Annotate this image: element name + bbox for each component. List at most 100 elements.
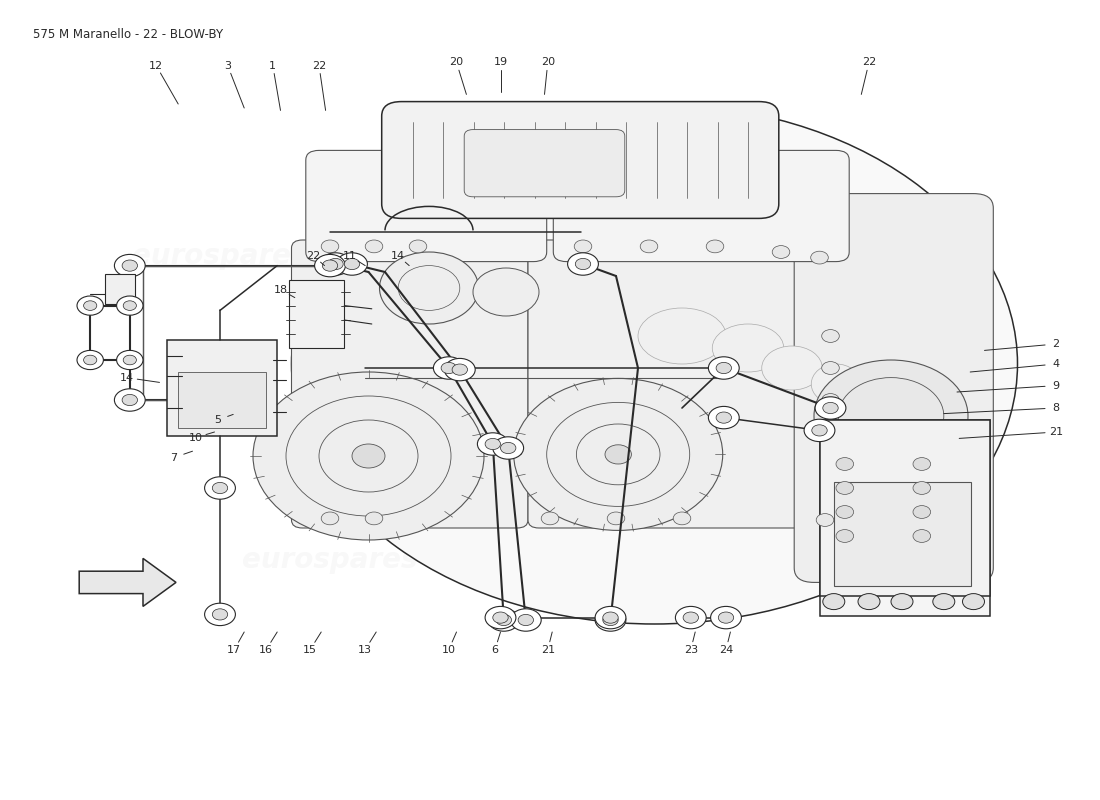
Circle shape (433, 357, 464, 379)
Circle shape (603, 612, 618, 623)
Circle shape (444, 358, 475, 381)
Text: 575 M Maranello - 22 - BLOW-BY: 575 M Maranello - 22 - BLOW-BY (33, 28, 223, 41)
FancyBboxPatch shape (382, 102, 779, 218)
Circle shape (205, 477, 235, 499)
Circle shape (452, 364, 468, 375)
Text: 20: 20 (541, 58, 554, 67)
Text: 9: 9 (1053, 381, 1059, 390)
FancyBboxPatch shape (292, 240, 528, 528)
Circle shape (814, 360, 968, 472)
Text: eurospares: eurospares (572, 370, 748, 398)
Circle shape (716, 412, 732, 423)
Circle shape (352, 444, 385, 468)
Circle shape (77, 350, 103, 370)
Circle shape (473, 268, 539, 316)
Text: 2: 2 (1053, 339, 1059, 349)
Circle shape (675, 606, 706, 629)
Circle shape (858, 594, 880, 610)
Text: 6: 6 (492, 645, 498, 654)
Circle shape (836, 482, 854, 494)
Circle shape (493, 612, 508, 623)
Circle shape (493, 437, 524, 459)
Text: 1: 1 (270, 61, 276, 70)
Circle shape (122, 394, 138, 406)
Circle shape (913, 530, 931, 542)
Circle shape (337, 253, 367, 275)
Circle shape (500, 442, 516, 454)
Circle shape (518, 614, 534, 626)
Circle shape (321, 512, 339, 525)
Circle shape (123, 355, 136, 365)
Ellipse shape (713, 324, 783, 372)
Circle shape (913, 506, 931, 518)
Circle shape (823, 402, 838, 414)
Circle shape (849, 514, 867, 526)
Ellipse shape (761, 346, 823, 390)
Circle shape (441, 362, 456, 374)
Circle shape (711, 606, 741, 629)
Circle shape (673, 512, 691, 525)
FancyBboxPatch shape (553, 150, 849, 262)
Circle shape (496, 614, 512, 626)
Circle shape (822, 394, 839, 406)
Circle shape (365, 512, 383, 525)
Circle shape (891, 594, 913, 610)
Text: 5: 5 (214, 415, 221, 425)
Circle shape (365, 240, 383, 253)
Circle shape (933, 594, 955, 610)
Text: eurospares: eurospares (242, 546, 418, 574)
FancyBboxPatch shape (104, 274, 135, 304)
Circle shape (836, 506, 854, 518)
Text: 15: 15 (304, 645, 317, 654)
Text: 3: 3 (224, 61, 231, 70)
Text: eurospares: eurospares (132, 242, 308, 270)
Circle shape (328, 258, 343, 270)
Circle shape (488, 609, 519, 631)
Text: 19: 19 (494, 58, 507, 67)
Circle shape (913, 482, 931, 494)
Circle shape (114, 389, 145, 411)
FancyBboxPatch shape (794, 194, 993, 582)
Circle shape (706, 240, 724, 253)
Circle shape (575, 258, 591, 270)
Circle shape (772, 246, 790, 258)
Circle shape (607, 512, 625, 525)
FancyBboxPatch shape (464, 130, 625, 197)
Circle shape (253, 372, 484, 540)
Circle shape (320, 253, 351, 275)
Text: 17: 17 (228, 645, 241, 654)
FancyBboxPatch shape (167, 340, 277, 436)
Circle shape (84, 301, 97, 310)
Circle shape (816, 514, 834, 526)
Circle shape (718, 612, 734, 623)
Text: 11: 11 (343, 251, 356, 261)
Circle shape (640, 240, 658, 253)
Circle shape (822, 330, 839, 342)
Circle shape (205, 603, 235, 626)
Circle shape (315, 254, 345, 277)
Circle shape (815, 397, 846, 419)
Circle shape (836, 458, 854, 470)
FancyBboxPatch shape (820, 420, 990, 596)
Polygon shape (79, 558, 176, 606)
Text: 16: 16 (260, 645, 273, 654)
Ellipse shape (638, 308, 726, 364)
Text: 10: 10 (189, 433, 202, 442)
Text: 14: 14 (120, 373, 133, 382)
Circle shape (595, 606, 626, 629)
Circle shape (344, 258, 360, 270)
Text: 22: 22 (307, 251, 320, 261)
Circle shape (574, 240, 592, 253)
Circle shape (117, 296, 143, 315)
Ellipse shape (812, 364, 860, 404)
Circle shape (321, 240, 339, 253)
FancyBboxPatch shape (820, 420, 990, 616)
Text: 7: 7 (170, 453, 177, 462)
Circle shape (510, 609, 541, 631)
Circle shape (485, 606, 516, 629)
Circle shape (379, 252, 478, 324)
FancyBboxPatch shape (289, 280, 344, 348)
Circle shape (84, 355, 97, 365)
Text: 21: 21 (1049, 427, 1063, 437)
Circle shape (822, 362, 839, 374)
